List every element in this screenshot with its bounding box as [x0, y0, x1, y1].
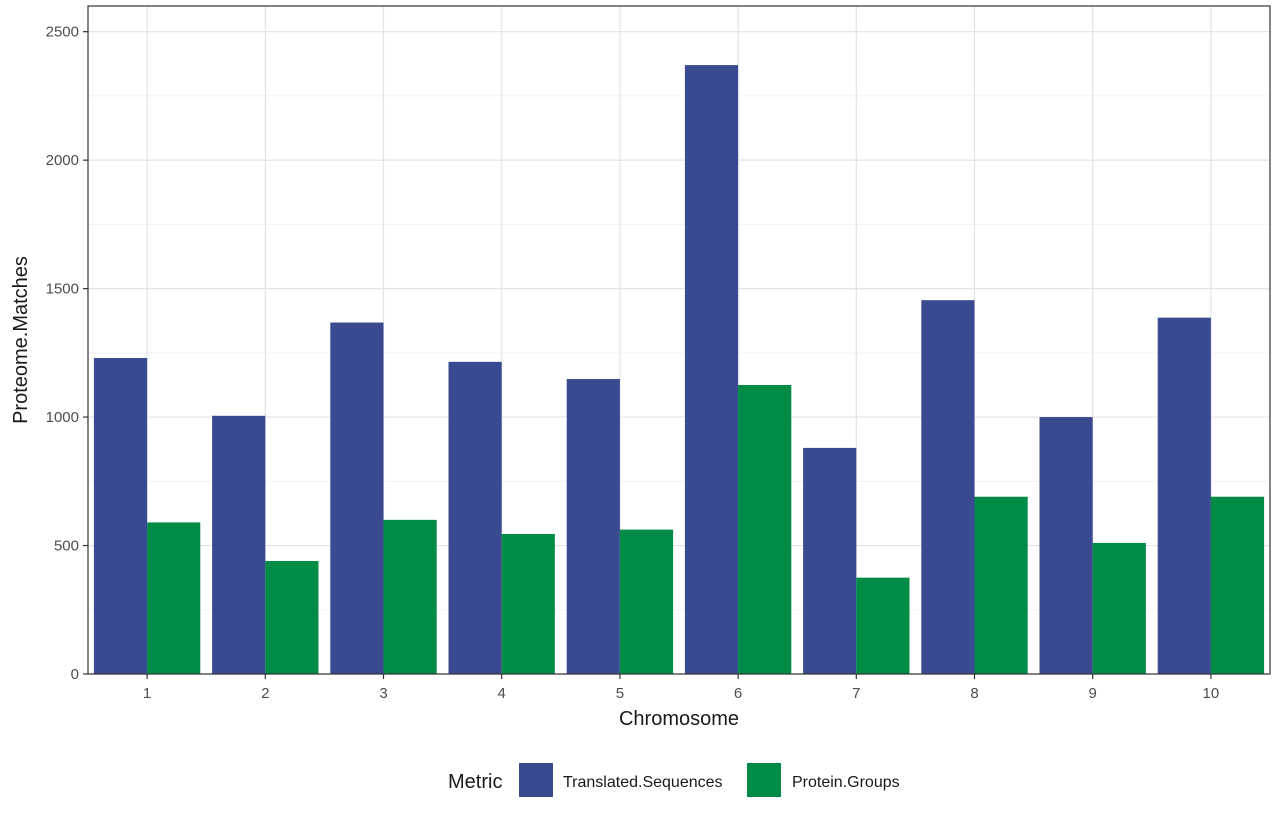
legend-label-protein-groups: Protein.Groups	[792, 774, 900, 791]
bars-layer	[93, 65, 1265, 675]
legend-title: Metric	[448, 771, 502, 793]
bar-protein-groups-chr1	[147, 522, 201, 674]
y-tick-label: 500	[54, 538, 79, 555]
bar-translated-sequences-chr10	[1157, 317, 1211, 674]
y-tick-label: 0	[71, 666, 79, 683]
bar-translated-sequences-chr2	[212, 415, 266, 674]
panel-border	[87, 5, 1271, 675]
x-axis-title: Chromosome	[619, 708, 739, 730]
bar-protein-groups-chr2	[265, 560, 319, 674]
y-tick-label: 1000	[46, 409, 79, 426]
bar-protein-groups-chr6	[738, 384, 792, 674]
legend: Metric Translated.Sequences Protein.Grou…	[448, 763, 900, 797]
y-axis: 0 500 1000 1500 2000 2500	[46, 24, 88, 683]
bar-translated-sequences-chr9	[1039, 417, 1093, 674]
x-tick-label: 7	[852, 685, 860, 702]
legend-label-translated-sequences: Translated.Sequences	[563, 774, 723, 791]
legend-swatch-translated-sequences	[519, 763, 553, 797]
bar-protein-groups-chr3	[383, 519, 437, 674]
y-tick-label: 1500	[46, 281, 79, 298]
bar-translated-sequences-chr4	[448, 361, 502, 674]
bar-protein-groups-chr8	[974, 496, 1028, 674]
x-tick-label: 1	[143, 685, 151, 702]
x-tick-label: 3	[379, 685, 387, 702]
bar-protein-groups-chr5	[619, 529, 674, 674]
bar-translated-sequences-chr1	[93, 357, 148, 674]
legend-swatch-protein-groups	[747, 763, 781, 797]
bar-translated-sequences-chr8	[921, 300, 975, 674]
x-tick-label: 10	[1203, 685, 1220, 702]
x-tick-label: 4	[498, 685, 506, 702]
bar-translated-sequences-chr7	[803, 447, 857, 674]
y-tick-label: 2000	[46, 152, 79, 169]
x-tick-label: 6	[734, 685, 742, 702]
bar-protein-groups-chr4	[501, 533, 555, 674]
bar-protein-groups-chr9	[1092, 542, 1146, 674]
x-tick-label: 5	[616, 685, 624, 702]
x-tick-label: 8	[970, 685, 978, 702]
bar-translated-sequences-chr3	[330, 322, 384, 674]
bar-translated-sequences-chr6	[684, 65, 739, 675]
y-tick-label: 2500	[46, 24, 79, 41]
bar-translated-sequences-chr5	[566, 379, 620, 674]
x-tick-label: 2	[261, 685, 269, 702]
bar-protein-groups-chr7	[856, 577, 910, 674]
bar-protein-groups-chr10	[1210, 496, 1265, 674]
y-axis-title: Proteome.Matches	[10, 256, 32, 424]
x-tick-label: 9	[1089, 685, 1097, 702]
x-axis: 1 2 3 4 5 6 7 8 9 10	[143, 674, 1219, 702]
